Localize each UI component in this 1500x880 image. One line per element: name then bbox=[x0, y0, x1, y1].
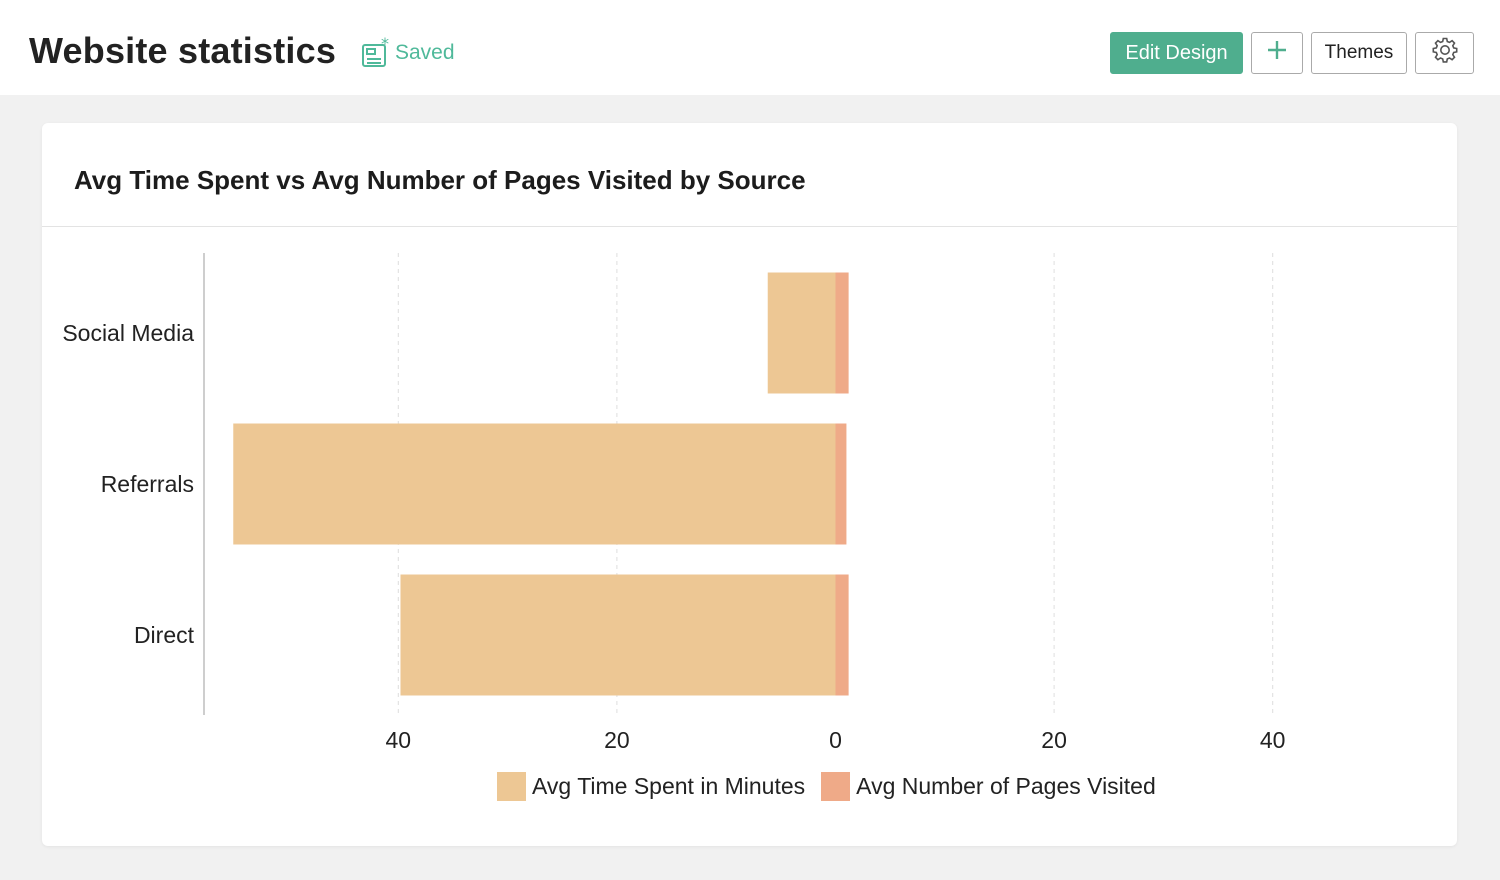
themes-button[interactable]: Themes bbox=[1311, 32, 1407, 74]
x-tick-label: 20 bbox=[1041, 727, 1067, 753]
chart-title: Avg Time Spent vs Avg Number of Pages Vi… bbox=[74, 165, 806, 195]
legend-swatch-pages bbox=[821, 771, 851, 801]
legend-item-pages[interactable]: Avg Number of Pages Visited bbox=[821, 771, 1156, 801]
legend-item-time[interactable]: Avg Time Spent in Minutes bbox=[497, 771, 806, 801]
x-tick-label: 40 bbox=[1260, 727, 1286, 753]
chart-bar[interactable] bbox=[835, 423, 847, 545]
chart-bar[interactable] bbox=[835, 272, 849, 394]
legend-label-pages: Avg Number of Pages Visited bbox=[856, 772, 1156, 799]
x-tick-label: 40 bbox=[386, 727, 412, 753]
edit-design-button[interactable]: Edit Design bbox=[1110, 32, 1243, 74]
chart-bar[interactable] bbox=[767, 272, 836, 394]
chart-legend: Avg Time Spent in Minutes Avg Number of … bbox=[497, 771, 1172, 801]
plus-icon bbox=[1266, 39, 1288, 67]
saved-status: * Saved bbox=[361, 35, 455, 71]
top-bar: Website statistics * Saved Edit Design T… bbox=[0, 0, 1500, 95]
chart-bar[interactable] bbox=[835, 574, 849, 696]
chart-bar[interactable] bbox=[400, 574, 836, 696]
x-tick-label: 20 bbox=[604, 727, 630, 753]
chart-bar[interactable] bbox=[233, 423, 836, 545]
y-tick-label: Referrals bbox=[101, 471, 194, 497]
legend-swatch-time bbox=[497, 771, 526, 801]
x-tick-label: 0 bbox=[829, 727, 842, 753]
settings-button[interactable] bbox=[1415, 32, 1474, 74]
y-tick-label: Social Media bbox=[62, 320, 194, 346]
gear-icon bbox=[1431, 36, 1459, 70]
y-tick-label: Direct bbox=[134, 622, 195, 648]
add-button[interactable] bbox=[1251, 32, 1303, 74]
chart-card-header: Avg Time Spent vs Avg Number of Pages Vi… bbox=[42, 123, 1457, 227]
saved-label: Saved bbox=[395, 41, 455, 64]
chart-card: Avg Time Spent vs Avg Number of Pages Vi… bbox=[42, 123, 1457, 846]
chart-plot: Social Media Referrals Direct 40 20 0 20 40 bbox=[62, 253, 1286, 753]
page-title: Website statistics bbox=[29, 30, 337, 71]
svg-text:*: * bbox=[381, 37, 389, 53]
legend-label-time: Avg Time Spent in Minutes bbox=[532, 772, 806, 799]
saved-icon: * bbox=[361, 37, 391, 69]
